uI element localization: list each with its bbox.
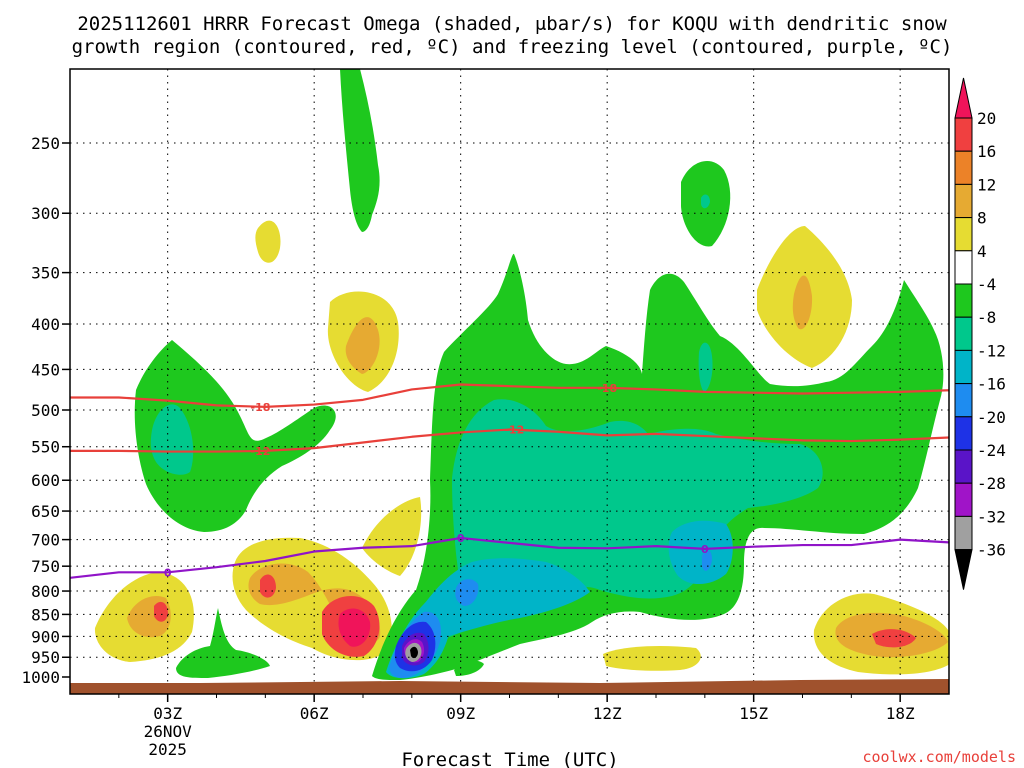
y-tick-label-850: 850	[31, 605, 60, 624]
colorbar-label-5: -4	[977, 275, 996, 294]
colorbar-segment-8	[954, 349, 973, 385]
chart-title-line-2: growth region (contoured, red, ºC) and f…	[72, 36, 953, 58]
omega-region-orange-1600-upper	[792, 275, 813, 330]
omega-region-orange-0700-upper	[345, 317, 380, 374]
omega-region-teal-0300-mid	[150, 404, 194, 475]
ground-terrain-edge	[70, 679, 949, 694]
plot-area: -18 -18 -12 -12 0 0 0	[70, 69, 949, 694]
y-tick-label-750: 750	[31, 557, 60, 576]
x-tick-label-06Z: 06Z	[300, 704, 329, 723]
omega-region-yellow-1230-low	[603, 646, 701, 671]
y-tick-label-650: 650	[31, 502, 60, 521]
x-tick-label-18Z: 18Z	[886, 704, 915, 723]
contour-label-minus12-1: -12	[504, 424, 524, 437]
omega-region-red-1800-low	[872, 629, 916, 648]
x-axis-label: Forecast Time (UTC)	[401, 749, 618, 768]
x-tick-label-12Z: 12Z	[593, 704, 622, 723]
x-tick-year-03Z: 2025	[148, 740, 187, 759]
colorbar-label-9: -20	[977, 408, 1006, 427]
colorbar-label-13: -36	[977, 541, 1006, 560]
y-tick-label-550: 550	[31, 438, 60, 457]
y-tick-label-1000: 1000	[21, 668, 60, 687]
contour-label-0-0: 0	[164, 566, 172, 579]
contour-label-minus12-0: -12	[251, 445, 271, 458]
omega-region-red-0300-low	[154, 601, 168, 622]
colorbar-segment-10	[954, 416, 973, 451]
colorbar-segment-9	[954, 383, 973, 418]
y-tick-label-350: 350	[31, 264, 60, 283]
omega-region-green-0300-mid	[134, 340, 336, 532]
omega-region-green-1000-low	[454, 660, 484, 676]
omega-region-green-0430-low	[176, 608, 270, 678]
y-tick-label-800: 800	[31, 582, 60, 601]
colorbar-label-10: -24	[977, 441, 1006, 460]
contour-label-0-2: 0	[701, 543, 709, 556]
y-tick-label-900: 900	[31, 627, 60, 646]
negative-omega-regions	[134, 69, 944, 680]
colorbar-label-7: -12	[977, 341, 1006, 360]
y-tick-label-400: 400	[31, 315, 60, 334]
colorbar-label-2: 12	[977, 175, 996, 194]
omega-region-green-0700-top	[340, 69, 380, 232]
colorbar-label-8: -16	[977, 375, 1006, 394]
colorbar-segment-5	[954, 250, 973, 285]
colorbar-segment-12	[954, 482, 973, 517]
omega-region-yellow-0530-upper	[255, 220, 281, 263]
omega-region-magenta-0700-low	[338, 608, 371, 647]
x-tick-label-15Z: 15Z	[739, 704, 768, 723]
y-tick-label-500: 500	[31, 401, 60, 420]
colorbar-segment-4	[954, 217, 973, 252]
colorbar-label-0: 20	[977, 109, 996, 128]
colorbar-segment-0	[954, 77, 973, 119]
credit-text: coolwx.com/models	[862, 748, 1016, 766]
grid-lines	[70, 69, 949, 694]
y-tick-label-450: 450	[31, 360, 60, 379]
x-tick-date-03Z: 26NOV	[144, 722, 193, 741]
omega-region-cyan-1400-mid	[668, 520, 733, 585]
contour-label-minus18-1: -18	[597, 382, 617, 395]
contour-label-minus18-0: -18	[251, 401, 271, 414]
y-tick-label-600: 600	[31, 471, 60, 490]
colorbar-segment-2	[954, 150, 973, 185]
colorbar: 20 16 12 8 4 -4 -8 -12 -16 -20 -24 -28 -32 -36	[954, 77, 1006, 590]
omega-region-blue-0900	[455, 579, 479, 606]
contour-line-minus18-0	[70, 383, 949, 409]
omega-region-yellow-0920	[362, 497, 422, 576]
omega-region-cyan-0930	[420, 558, 590, 637]
y-tick-label-950: 950	[31, 648, 60, 667]
colorbar-segment-6	[954, 283, 973, 318]
y-tick-label-700: 700	[31, 531, 60, 550]
colorbar-label-1: 16	[977, 142, 996, 161]
contour-label-0-1: 0	[457, 532, 465, 545]
colorbar-segment-11	[954, 449, 973, 484]
x-tick-label-03Z: 03Z	[153, 704, 182, 723]
x-tick-label-09Z: 09Z	[446, 704, 475, 723]
chart-title-line-1: 2025112601 HRRR Forecast Omega (shaded, …	[77, 13, 947, 35]
y-tick-label-300: 300	[31, 204, 60, 223]
y-tick-label-250: 250	[31, 134, 60, 153]
colorbar-segment-3	[954, 183, 973, 219]
omega-region-red-0500-low	[260, 574, 276, 598]
contour-line-minus12-1	[70, 428, 949, 453]
colorbar-label-11: -28	[977, 474, 1006, 493]
colorbar-segment-1	[954, 117, 973, 152]
contour-line-0-2	[70, 536, 949, 579]
omega-region-teal-1400-mid	[698, 342, 713, 392]
colorbar-label-6: -8	[977, 308, 996, 327]
omega-region-teal-1400-upper	[701, 194, 710, 209]
colorbar-label-3: 8	[977, 209, 987, 228]
colorbar-segment-13	[954, 515, 973, 551]
positive-omega-regions	[94, 220, 949, 675]
colorbar-segment-7	[954, 316, 973, 351]
colorbar-label-4: 4	[977, 242, 987, 261]
omega-region-blue-1400-mid	[702, 550, 712, 571]
colorbar-label-12: -32	[977, 507, 1006, 526]
colorbar-segment-14	[954, 549, 973, 590]
contour-lines: -18 -18 -12 -12 0 0 0	[70, 382, 949, 579]
omega-region-black-0800-low	[410, 646, 418, 659]
